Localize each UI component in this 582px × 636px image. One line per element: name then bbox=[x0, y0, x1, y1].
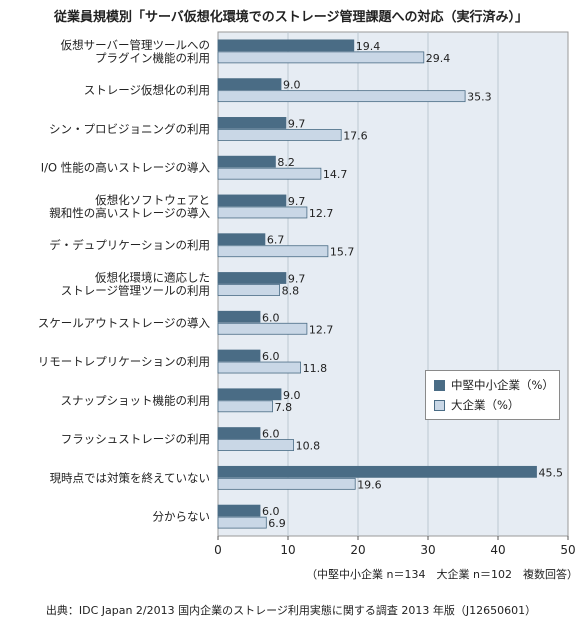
legend-swatch-sme bbox=[434, 379, 445, 391]
bar bbox=[217, 322, 308, 335]
bar bbox=[217, 129, 342, 141]
plot-area bbox=[217, 31, 569, 537]
category-label: プラグイン機能の利用 bbox=[95, 51, 210, 65]
data-label: 19.4 bbox=[356, 40, 381, 53]
category-label: リモートレプリケーションの利用 bbox=[38, 355, 210, 369]
data-label: 6.0 bbox=[262, 350, 280, 363]
bar bbox=[217, 477, 356, 490]
data-label: 9.7 bbox=[288, 273, 306, 286]
data-label: 12.7 bbox=[309, 323, 334, 336]
data-label: 11.8 bbox=[303, 362, 328, 375]
bar bbox=[217, 361, 301, 374]
bar bbox=[217, 504, 261, 517]
bar bbox=[217, 194, 287, 207]
bar bbox=[217, 117, 287, 129]
category-label: デ・デュプリケーションの利用 bbox=[49, 238, 210, 252]
data-label: 8.2 bbox=[277, 156, 295, 169]
category-label: 仮想化ソフトウェアと bbox=[95, 193, 210, 207]
legend-label-sme: 中堅中小企業（%） bbox=[451, 378, 554, 392]
data-label: 12.7 bbox=[309, 207, 334, 220]
legend-label-large: 大企業（%） bbox=[451, 398, 520, 412]
data-label: 6.0 bbox=[262, 311, 280, 324]
category-label: ストレージ管理ツールの利用 bbox=[61, 284, 210, 298]
data-label: 15.7 bbox=[330, 246, 355, 259]
bar bbox=[217, 284, 280, 296]
x-tick-label: 20 bbox=[350, 543, 365, 557]
data-label: 35.3 bbox=[467, 91, 492, 104]
bar bbox=[217, 155, 276, 168]
legend-swatch-large bbox=[434, 399, 445, 411]
category-label: シン・プロビジョニングの利用 bbox=[49, 122, 210, 136]
bar bbox=[217, 245, 329, 258]
data-label: 6.0 bbox=[262, 505, 280, 518]
x-tick-label: 40 bbox=[490, 543, 505, 557]
data-label: 7.8 bbox=[275, 401, 293, 414]
data-label: 6.0 bbox=[262, 428, 280, 441]
data-label: 19.6 bbox=[357, 478, 382, 491]
data-label: 10.8 bbox=[296, 440, 321, 453]
data-label: 9.7 bbox=[288, 117, 306, 130]
bar bbox=[217, 439, 294, 451]
data-label: 9.0 bbox=[283, 389, 301, 402]
legend: 中堅中小企業（%） 大企業（%） bbox=[425, 370, 560, 420]
data-label: 45.5 bbox=[539, 466, 564, 479]
data-label: 14.7 bbox=[323, 168, 348, 181]
sample-size-note: （中堅中小企業 n＝134 大企業 n＝102 複数回答） bbox=[306, 568, 578, 581]
data-label: 9.7 bbox=[288, 195, 306, 208]
category-label: I/O 性能の高いストレージの導入 bbox=[41, 161, 211, 175]
data-label: 8.8 bbox=[282, 285, 300, 298]
legend-item-large: 大企業（%） bbox=[434, 397, 519, 413]
bar bbox=[217, 90, 466, 103]
category-label: ストレージ仮想化の利用 bbox=[84, 83, 210, 97]
category-label: 仮想サーバー管理ツールへの bbox=[61, 38, 210, 52]
data-label: 17.6 bbox=[343, 129, 368, 142]
x-tick-label: 30 bbox=[420, 543, 435, 557]
x-tick-label: 0 bbox=[214, 543, 222, 557]
bar bbox=[217, 349, 261, 362]
x-tick-label: 50 bbox=[560, 543, 575, 557]
chart-title: 従業員規模別「サーバ仮想化環境でのストレージ管理課題への対応（実行済み）」 bbox=[53, 10, 529, 25]
legend-item-sme: 中堅中小企業（%） bbox=[434, 377, 554, 393]
bar bbox=[217, 427, 261, 439]
bar bbox=[217, 400, 273, 413]
data-label: 29.4 bbox=[426, 52, 451, 65]
category-label: 分からない bbox=[153, 510, 211, 524]
category-label: スケールアウトストレージの導入 bbox=[38, 316, 211, 330]
source-citation: 出典：IDC Japan 2/2013 国内企業のストレージ利用実態に関する調査… bbox=[45, 604, 537, 617]
bar bbox=[217, 516, 267, 529]
bar bbox=[217, 51, 425, 64]
data-label: 6.7 bbox=[267, 234, 285, 247]
bar bbox=[217, 465, 537, 478]
data-label: 9.0 bbox=[283, 79, 301, 92]
bar bbox=[217, 206, 308, 219]
data-label: 6.9 bbox=[268, 517, 286, 530]
category-label: 仮想化環境に適応した bbox=[95, 271, 210, 285]
bar bbox=[217, 78, 282, 91]
x-tick-label: 10 bbox=[280, 543, 295, 557]
bar bbox=[217, 388, 282, 401]
bar bbox=[217, 233, 266, 246]
bar bbox=[217, 39, 355, 52]
category-label: スナップショット機能の利用 bbox=[61, 393, 211, 407]
bar bbox=[217, 167, 322, 180]
category-label: 現時点では対策を終えていない bbox=[50, 471, 210, 485]
category-label: フラッシュストレージの利用 bbox=[61, 432, 210, 446]
bar bbox=[217, 272, 287, 284]
bar bbox=[217, 310, 261, 323]
category-label: 親和性の高いストレージの導入 bbox=[49, 206, 210, 220]
